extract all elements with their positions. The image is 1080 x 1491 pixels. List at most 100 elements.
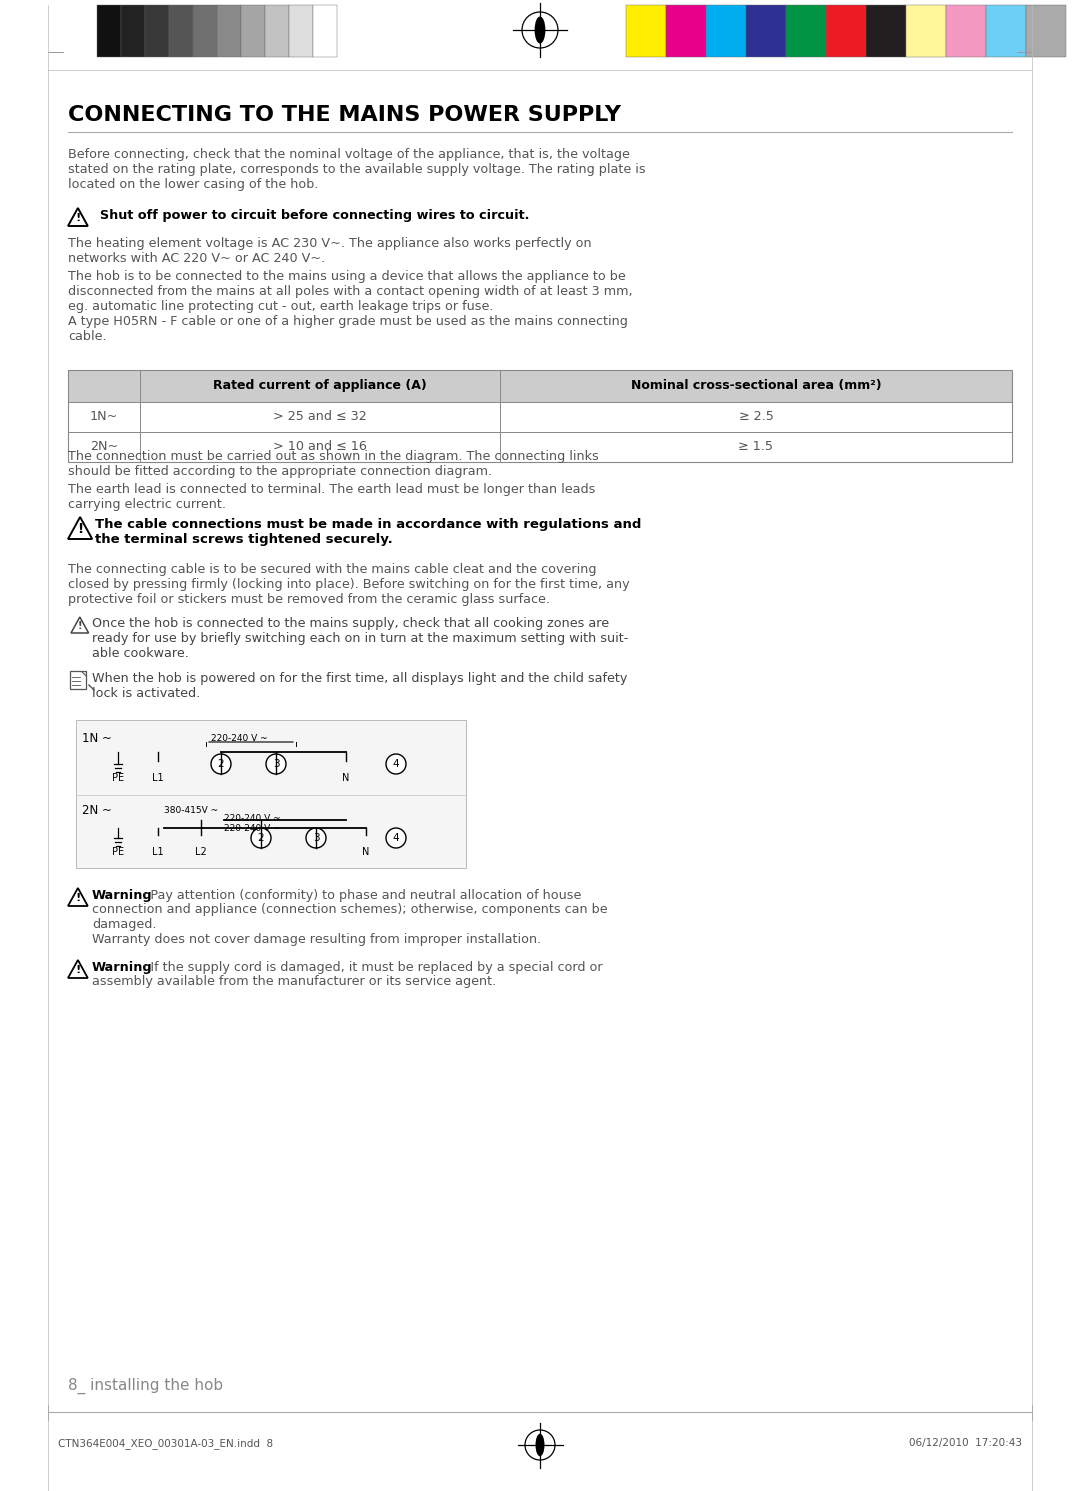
Text: ≥ 1.5: ≥ 1.5 (739, 440, 773, 453)
Text: N: N (342, 772, 350, 783)
Text: 8_ installing the hob: 8_ installing the hob (68, 1378, 224, 1394)
Text: disconnected from the mains at all poles with a contact opening width of at leas: disconnected from the mains at all poles… (68, 285, 633, 298)
Text: 4: 4 (393, 759, 400, 769)
Text: Rated current of appliance (A): Rated current of appliance (A) (213, 379, 427, 392)
Text: 220-240 V ~: 220-240 V ~ (224, 814, 281, 823)
Text: L1: L1 (152, 772, 164, 783)
Bar (826, 4, 866, 57)
Text: 1N~: 1N~ (90, 410, 118, 423)
Text: !: ! (76, 965, 81, 975)
Text: ready for use by briefly switching each on in turn at the maximum setting with s: ready for use by briefly switching each … (92, 632, 629, 646)
Text: 380-415V ~: 380-415V ~ (164, 807, 218, 816)
Text: 2N~: 2N~ (90, 440, 118, 453)
Bar (986, 4, 1026, 57)
Text: N: N (362, 847, 369, 857)
Bar (168, 4, 193, 57)
Bar (121, 4, 145, 57)
Text: The hob is to be connected to the mains using a device that allows the appliance: The hob is to be connected to the mains … (68, 270, 625, 283)
Text: 220-240 V ~: 220-240 V ~ (211, 734, 268, 743)
Text: The cable connections must be made in accordance with regulations and: The cable connections must be made in ac… (95, 517, 642, 531)
Bar (193, 4, 217, 57)
Circle shape (386, 754, 406, 774)
Bar (626, 4, 666, 57)
Circle shape (306, 828, 326, 848)
Text: Warning: Warning (92, 889, 152, 902)
Text: 2: 2 (258, 833, 265, 842)
Bar (666, 4, 706, 57)
Polygon shape (81, 671, 86, 675)
Text: networks with AC 220 V~ or AC 240 V~.: networks with AC 220 V~ or AC 240 V~. (68, 252, 325, 265)
Text: 1N ~: 1N ~ (82, 732, 112, 746)
Circle shape (386, 828, 406, 848)
Text: L1: L1 (152, 847, 164, 857)
Bar (265, 4, 289, 57)
Text: PE: PE (112, 847, 124, 857)
Text: 06/12/2010  17:20:43: 06/12/2010 17:20:43 (909, 1437, 1022, 1448)
Text: closed by pressing firmly (locking into place). Before switching on for the firs: closed by pressing firmly (locking into … (68, 579, 630, 590)
Text: Nominal cross-sectional area (mm²): Nominal cross-sectional area (mm²) (631, 379, 881, 392)
Bar (906, 4, 946, 57)
Text: Once the hob is connected to the mains supply, check that all cooking zones are: Once the hob is connected to the mains s… (92, 617, 609, 631)
Text: carrying electric current.: carrying electric current. (68, 498, 226, 511)
Text: !: ! (78, 620, 82, 631)
Text: ≥ 2.5: ≥ 2.5 (739, 410, 773, 423)
Circle shape (266, 754, 286, 774)
Text: 220-240 V ~: 220-240 V ~ (224, 825, 281, 833)
Text: assembly available from the manufacturer or its service agent.: assembly available from the manufacturer… (92, 975, 496, 989)
Text: The connecting cable is to be secured with the mains cable cleat and the coverin: The connecting cable is to be secured wi… (68, 564, 596, 576)
Text: stated on the rating plate, corresponds to the available supply voltage. The rat: stated on the rating plate, corresponds … (68, 163, 646, 176)
Text: L2: L2 (195, 847, 207, 857)
Text: 3: 3 (272, 759, 280, 769)
Text: lock is activated.: lock is activated. (92, 687, 200, 699)
Text: eg. automatic line protecting cut - out, earth leakage trips or fuse.: eg. automatic line protecting cut - out,… (68, 300, 494, 313)
Text: CONNECTING TO THE MAINS POWER SUPPLY: CONNECTING TO THE MAINS POWER SUPPLY (68, 104, 621, 125)
Bar (76, 720, 465, 868)
Bar (313, 4, 337, 57)
Ellipse shape (536, 1434, 544, 1457)
Bar (217, 4, 241, 57)
Text: > 10 and ≤ 16: > 10 and ≤ 16 (273, 440, 367, 453)
Text: damaged.: damaged. (92, 918, 157, 930)
Bar (70, 671, 86, 689)
Text: PE: PE (112, 772, 124, 783)
Text: Shut off power to circuit before connecting wires to circuit.: Shut off power to circuit before connect… (91, 209, 529, 222)
Text: : Pay attention (conformity) to phase and neutral allocation of house: : Pay attention (conformity) to phase an… (141, 889, 581, 902)
Text: the terminal screws tightened securely.: the terminal screws tightened securely. (95, 532, 393, 546)
Bar (746, 4, 786, 57)
Bar (786, 4, 826, 57)
Circle shape (251, 828, 271, 848)
Text: The earth lead is connected to terminal. The earth lead must be longer than lead: The earth lead is connected to terminal.… (68, 483, 595, 497)
Text: 4: 4 (393, 833, 400, 842)
Text: !: ! (77, 522, 83, 537)
Bar (1026, 4, 1066, 57)
Text: cable.: cable. (68, 330, 107, 343)
Text: Warranty does not cover damage resulting from improper installation.: Warranty does not cover damage resulting… (92, 933, 541, 945)
Text: should be fitted according to the appropriate connection diagram.: should be fitted according to the approp… (68, 465, 492, 479)
Text: !: ! (76, 213, 81, 222)
Text: 3: 3 (313, 833, 320, 842)
Bar (946, 4, 986, 57)
Text: protective foil or stickers must be removed from the ceramic glass surface.: protective foil or stickers must be remo… (68, 593, 550, 605)
Text: When the hob is powered on for the first time, all displays light and the child : When the hob is powered on for the first… (92, 672, 627, 684)
Text: CTN364E004_XEO_00301A-03_EN.indd  8: CTN364E004_XEO_00301A-03_EN.indd 8 (58, 1437, 273, 1449)
Bar (68, 370, 1012, 403)
Bar (68, 370, 1012, 462)
Text: The connection must be carried out as shown in the diagram. The connecting links: The connection must be carried out as sh… (68, 450, 598, 464)
Text: The heating element voltage is AC 230 V~. The appliance also works perfectly on: The heating element voltage is AC 230 V~… (68, 237, 592, 250)
Text: A type H05RN - F cable or one of a higher grade must be used as the mains connec: A type H05RN - F cable or one of a highe… (68, 315, 627, 328)
Text: Before connecting, check that the nominal voltage of the appliance, that is, the: Before connecting, check that the nomina… (68, 148, 630, 161)
Bar (289, 4, 313, 57)
Bar (97, 4, 121, 57)
Bar (241, 4, 265, 57)
Bar (866, 4, 906, 57)
Text: Warning: Warning (92, 962, 152, 974)
Circle shape (211, 754, 231, 774)
Text: located on the lower casing of the hob.: located on the lower casing of the hob. (68, 177, 319, 191)
Bar (706, 4, 746, 57)
Ellipse shape (535, 16, 545, 43)
Bar (145, 4, 168, 57)
Text: connection and appliance (connection schemes); otherwise, components can be: connection and appliance (connection sch… (92, 904, 608, 915)
Text: 2: 2 (218, 759, 225, 769)
Text: 2N ~: 2N ~ (82, 804, 112, 817)
Text: !: ! (76, 893, 81, 904)
